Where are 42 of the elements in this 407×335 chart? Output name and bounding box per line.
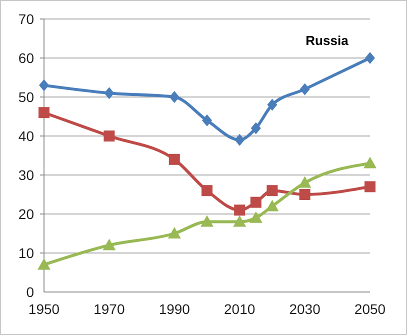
point (250, 122, 261, 134)
x-tick-label: 1990 (158, 301, 190, 317)
point (169, 91, 180, 103)
point (104, 130, 115, 142)
x-tick-label: 1970 (94, 301, 125, 317)
y-tick-label: 10 (18, 244, 34, 261)
point (234, 134, 245, 146)
point (299, 189, 310, 200)
point (233, 215, 246, 227)
point (168, 227, 181, 238)
x-tick-label: 2030 (289, 301, 321, 317)
y-tick-label: 70 (18, 10, 34, 27)
point (266, 185, 278, 196)
y-tick-label: 50 (18, 88, 34, 105)
point (266, 200, 279, 212)
point (364, 156, 376, 168)
point (364, 181, 376, 192)
point (267, 98, 278, 111)
point (38, 258, 50, 270)
point (202, 185, 212, 196)
point (39, 79, 49, 92)
point (249, 211, 262, 223)
y-tick-label: 20 (18, 206, 34, 222)
x-tick-label: 1950 (28, 301, 60, 317)
point (250, 196, 262, 208)
point (102, 238, 116, 250)
y-tick-label: 30 (18, 166, 34, 183)
point (365, 52, 375, 64)
y-tick-label: 0 (26, 284, 34, 300)
point (202, 114, 212, 126)
point (38, 107, 50, 118)
point (298, 176, 312, 188)
text: Russia (306, 33, 350, 48)
point (104, 87, 114, 100)
point (168, 154, 180, 165)
y-tick-label: 60 (18, 50, 34, 66)
point (300, 83, 310, 96)
point (234, 204, 246, 216)
x-tick-label: 2010 (224, 301, 256, 317)
y-tick-label: 40 (18, 128, 34, 144)
point (200, 215, 214, 227)
x-tick-label: 2050 (354, 301, 386, 317)
